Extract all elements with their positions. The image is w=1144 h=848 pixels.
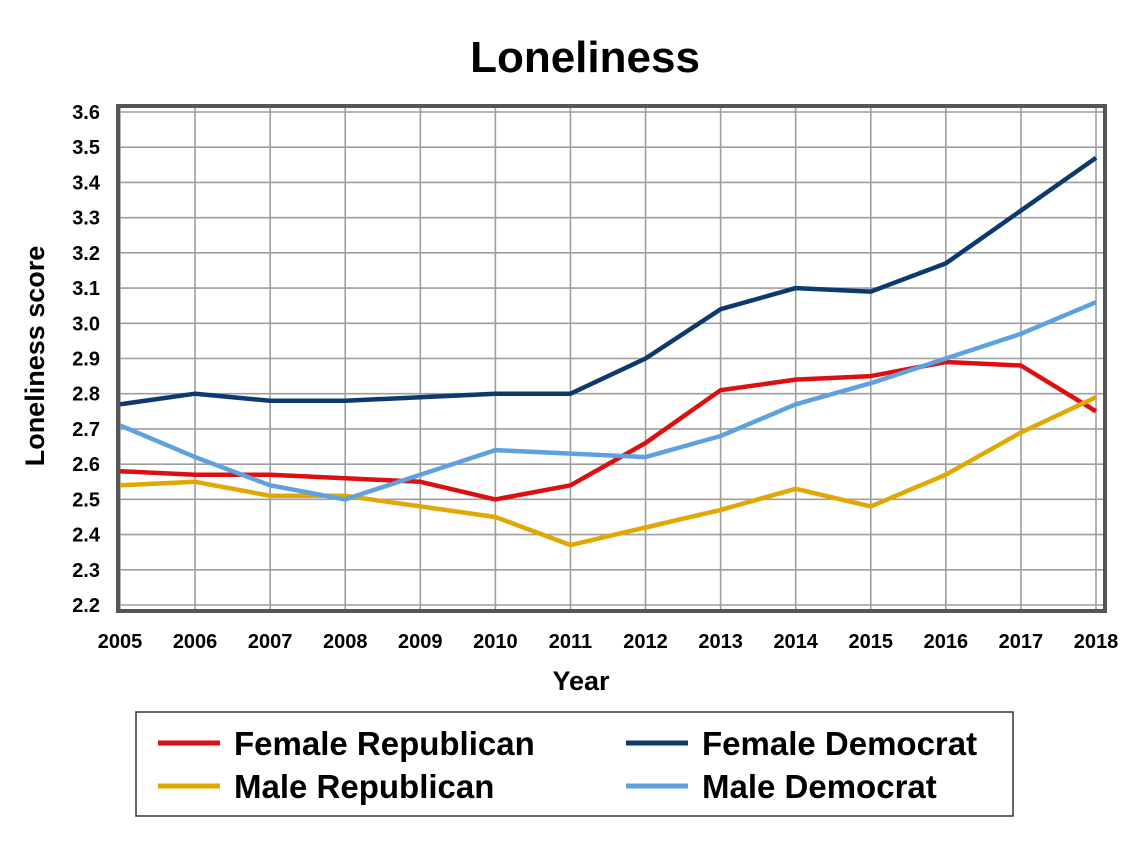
legend-label-female-republican: Female Republican <box>234 725 535 762</box>
x-tick-label: 2005 <box>98 631 143 653</box>
series-line-female-republican <box>119 359 1098 502</box>
legend-box <box>135 711 1014 817</box>
x-tick-label: 2017 <box>999 631 1044 653</box>
legend-label-female-democrat: Female Democrat <box>702 725 977 762</box>
x-tick-label: 2012 <box>623 631 668 653</box>
y-tick-label: 3.0 <box>72 313 100 335</box>
x-tick-label: 2018 <box>1074 631 1119 653</box>
x-tick-label: 2007 <box>248 631 293 653</box>
x-tick-label: 2011 <box>549 631 592 653</box>
legend-label-male-democrat: Male Democrat <box>702 768 937 805</box>
y-tick-label: 2.4 <box>72 525 101 547</box>
y-tick-label: 3.4 <box>72 172 101 194</box>
y-axis-label: Loneliness score <box>20 246 50 467</box>
plot-frame <box>116 104 1107 613</box>
y-tick-label: 3.3 <box>72 208 100 230</box>
x-tick-label: 2016 <box>924 631 969 653</box>
legend-label-male-republican: Male Republican <box>234 768 494 805</box>
series-line-male-democrat <box>119 300 1097 502</box>
y-tick-label: 2.5 <box>72 489 100 511</box>
y-tick-label: 3.1 <box>72 278 100 300</box>
x-tick-label: 2013 <box>698 631 743 653</box>
y-tick-labels: 2.2 2.3 2.4 2.5 2.6 2.7 2.8 2.9 3.0 3.1 3.2 3.3 3.4 3… <box>72 102 101 617</box>
y-tick-label: 2.6 <box>72 454 100 476</box>
x-tick-label: 2008 <box>323 631 368 653</box>
y-tick-label: 3.2 <box>72 243 100 265</box>
y-tick-label: 3.6 <box>72 102 100 124</box>
y-tick-label: 2.8 <box>72 384 100 406</box>
y-tick-label: 2.9 <box>72 349 100 371</box>
legend: Female Republican Female Democrat Male Rep… <box>158 725 977 805</box>
y-tick-label: 2.7 <box>72 419 100 441</box>
y-tick-label: 3.5 <box>72 137 100 159</box>
series-line-male-republican <box>119 395 1097 548</box>
x-tick-label: 2014 <box>773 631 818 653</box>
y-tick-label: 2.2 <box>72 595 100 617</box>
x-tick-label: 2009 <box>398 631 443 653</box>
series-lines <box>119 155 1098 548</box>
x-tick-label: 2010 <box>473 631 518 653</box>
x-tick-label: 2006 <box>173 631 218 653</box>
x-tick-labels: 2005 2006 2007 2008 2009 2010 2011 2012 2013 2014… <box>98 631 1119 653</box>
series-line-female-democrat <box>119 155 1098 407</box>
chart-title: Loneliness <box>470 33 700 82</box>
x-tick-label: 2015 <box>849 631 894 653</box>
x-axis-label: Year <box>552 666 610 696</box>
y-tick-label: 2.3 <box>72 560 100 582</box>
